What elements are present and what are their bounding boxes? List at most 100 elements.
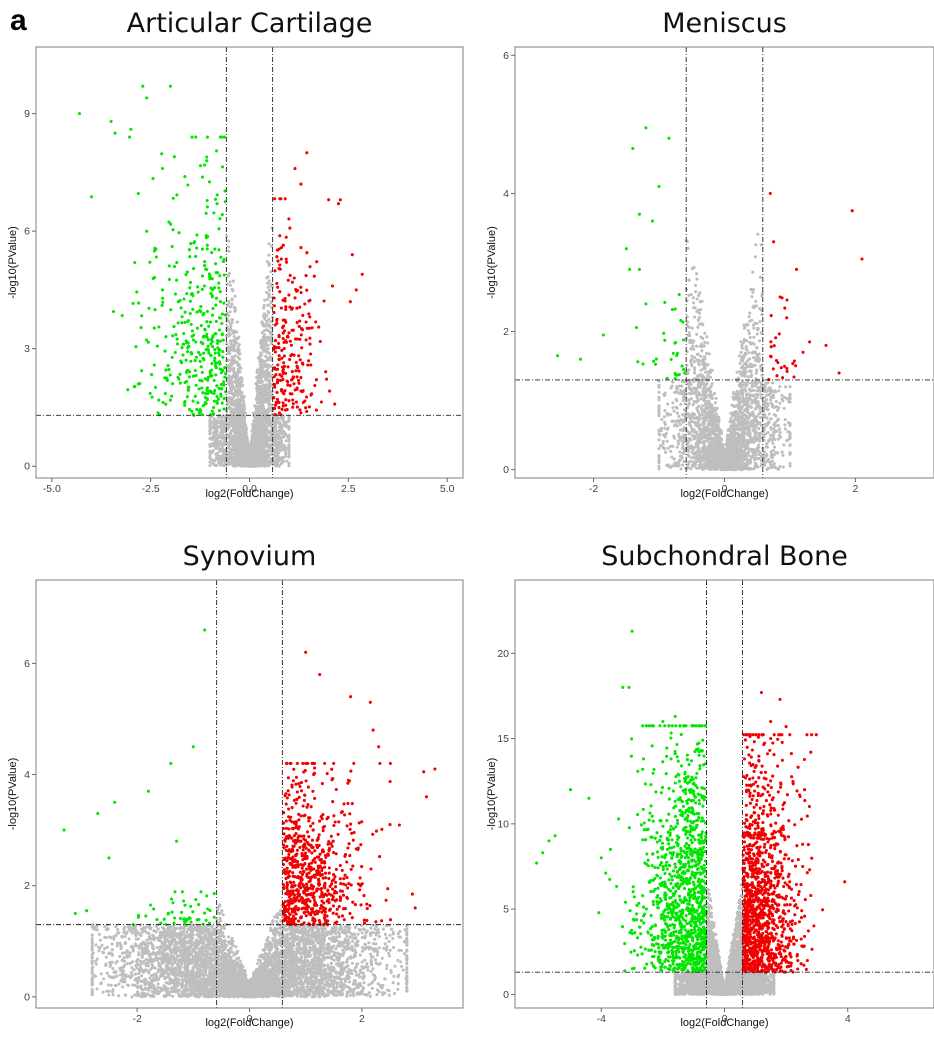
point-ns xyxy=(238,416,243,420)
point-down xyxy=(205,397,209,401)
point-down xyxy=(201,335,205,339)
point-ns xyxy=(230,357,234,361)
point-ns xyxy=(666,402,670,406)
point-down xyxy=(175,337,179,341)
point-ns xyxy=(686,453,690,457)
point-up xyxy=(282,361,286,365)
point-up xyxy=(275,281,279,285)
point-up xyxy=(295,405,299,409)
point-up xyxy=(282,340,286,344)
point-down xyxy=(178,372,182,376)
point-down xyxy=(172,155,176,159)
point-ns xyxy=(765,467,769,471)
y-tick-label: 9 xyxy=(24,108,30,120)
point-up xyxy=(281,365,285,369)
point-ns xyxy=(235,360,239,364)
point-ns xyxy=(774,450,778,455)
point-ns xyxy=(266,311,271,315)
point-up xyxy=(282,354,286,358)
point-down xyxy=(194,355,198,359)
point-ns xyxy=(231,445,235,449)
point-ns xyxy=(261,440,265,444)
point-up xyxy=(287,217,291,221)
point-down xyxy=(146,340,150,344)
point-down xyxy=(222,380,226,384)
point-ns xyxy=(679,438,683,442)
point-ns xyxy=(782,406,786,410)
point-up xyxy=(281,298,285,302)
point-up xyxy=(283,318,287,322)
point-down xyxy=(170,244,174,249)
point-down xyxy=(208,277,212,281)
point-ns xyxy=(747,351,751,355)
point-down xyxy=(137,301,141,305)
point-ns xyxy=(232,409,236,413)
point-ns xyxy=(688,459,692,463)
point-down xyxy=(212,412,216,416)
point-up xyxy=(288,357,292,362)
point-ns xyxy=(259,452,263,456)
plot-frame xyxy=(35,46,464,479)
point-up xyxy=(284,371,288,375)
point-ns xyxy=(268,460,272,464)
point-ns xyxy=(262,461,266,465)
point-up xyxy=(284,403,288,407)
point-down xyxy=(139,326,143,330)
point-down xyxy=(216,397,221,401)
point-up xyxy=(299,376,303,380)
point-down xyxy=(211,306,215,311)
point-ns xyxy=(208,436,212,440)
point-ns xyxy=(287,426,291,430)
point-down xyxy=(195,407,199,411)
point-ns xyxy=(263,374,267,378)
point-ns xyxy=(744,345,748,349)
point-ns xyxy=(235,455,239,459)
point-up xyxy=(283,408,287,412)
point-up xyxy=(277,357,281,362)
point-ns xyxy=(267,386,271,390)
point-ns xyxy=(227,245,231,249)
point-ns xyxy=(226,358,230,362)
point-down xyxy=(132,385,136,389)
point-down xyxy=(111,309,116,314)
point-ns xyxy=(243,439,247,443)
point-ns xyxy=(256,408,260,412)
point-up xyxy=(314,408,318,412)
x-tick-label: -5.0 xyxy=(43,483,61,495)
point-ns xyxy=(266,351,271,355)
point-ns xyxy=(769,398,773,402)
point-ns xyxy=(227,327,231,332)
point-ns xyxy=(698,291,702,295)
point-down xyxy=(212,359,216,363)
point-ns xyxy=(262,346,266,350)
point-up xyxy=(276,259,280,263)
point-up xyxy=(310,392,314,396)
point-down xyxy=(217,286,221,290)
point-ns xyxy=(208,454,212,458)
point-ns xyxy=(266,343,270,347)
point-ns xyxy=(262,333,266,337)
point-up xyxy=(305,326,309,330)
point-ns xyxy=(269,335,273,340)
point-up xyxy=(273,339,278,343)
point-ns xyxy=(278,449,282,453)
point-down xyxy=(179,306,183,310)
point-down xyxy=(212,378,216,383)
point-up xyxy=(277,247,281,251)
point-ns xyxy=(220,424,224,428)
point-ns xyxy=(788,385,792,389)
point-down xyxy=(202,351,206,355)
point-down xyxy=(189,359,193,363)
point-up xyxy=(273,367,278,371)
point-down xyxy=(200,175,205,179)
point-ns xyxy=(267,454,271,458)
point-down xyxy=(187,248,191,252)
point-down xyxy=(77,112,82,116)
point-down xyxy=(173,350,177,355)
point-ns xyxy=(735,370,739,374)
point-ns xyxy=(208,449,212,453)
point-down xyxy=(212,391,216,395)
point-ns xyxy=(776,437,780,441)
point-down xyxy=(217,386,221,390)
point-up xyxy=(281,326,285,330)
